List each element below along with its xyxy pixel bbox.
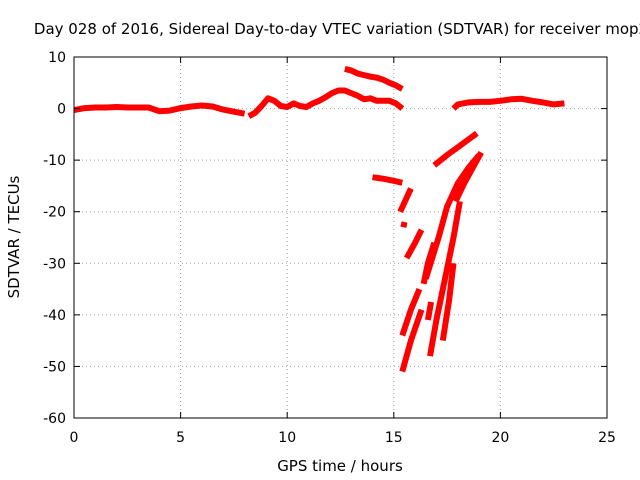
x-tick-label: 25 [598, 430, 616, 446]
series-arc16 [432, 130, 479, 168]
y-axis-label: SDTVAR / TECUs [5, 175, 23, 298]
y-tick-label: -20 [43, 205, 66, 221]
series-arc8 [403, 228, 425, 260]
series-arc10 [399, 308, 425, 373]
series-arc5 [372, 174, 403, 186]
series-arc7 [400, 221, 408, 228]
series-arc3 [344, 65, 404, 92]
x-axis-label: GPS time / hours [277, 457, 403, 475]
y-tick-label: -30 [43, 256, 66, 272]
series-arc6 [397, 187, 414, 213]
y-tick-label: 10 [48, 50, 66, 66]
plot-frame [73, 56, 608, 419]
y-tick-label: -60 [43, 411, 66, 427]
x-tick-label: 10 [278, 430, 296, 446]
series-arc4 [451, 95, 565, 111]
series-arc9 [399, 287, 423, 337]
y-tick-label: 0 [57, 102, 66, 118]
series-layer [73, 65, 565, 373]
series-arc1 [73, 102, 246, 117]
tick-layer: 0 5 10 15 20 25 10 0 -10 -20 -30 -40 -50 -60 [43, 50, 616, 446]
series-arc15 [439, 262, 457, 342]
x-tick-label: 5 [176, 430, 185, 446]
y-tick-label: -50 [43, 359, 66, 375]
x-tick-label: 0 [70, 430, 79, 446]
series-arc13 [424, 301, 435, 321]
y-tick-label: -10 [43, 153, 66, 169]
series-arc17 [452, 150, 484, 203]
chart-title: Day 028 of 2016, Sidereal Day-to-day VTE… [34, 20, 640, 38]
x-tick-label: 20 [491, 430, 509, 446]
series-arc2 [247, 87, 405, 119]
series-arc14 [427, 200, 463, 357]
series-arc12 [422, 153, 482, 280]
y-tick-label: -40 [43, 308, 66, 324]
x-tick-label: 15 [385, 430, 403, 446]
